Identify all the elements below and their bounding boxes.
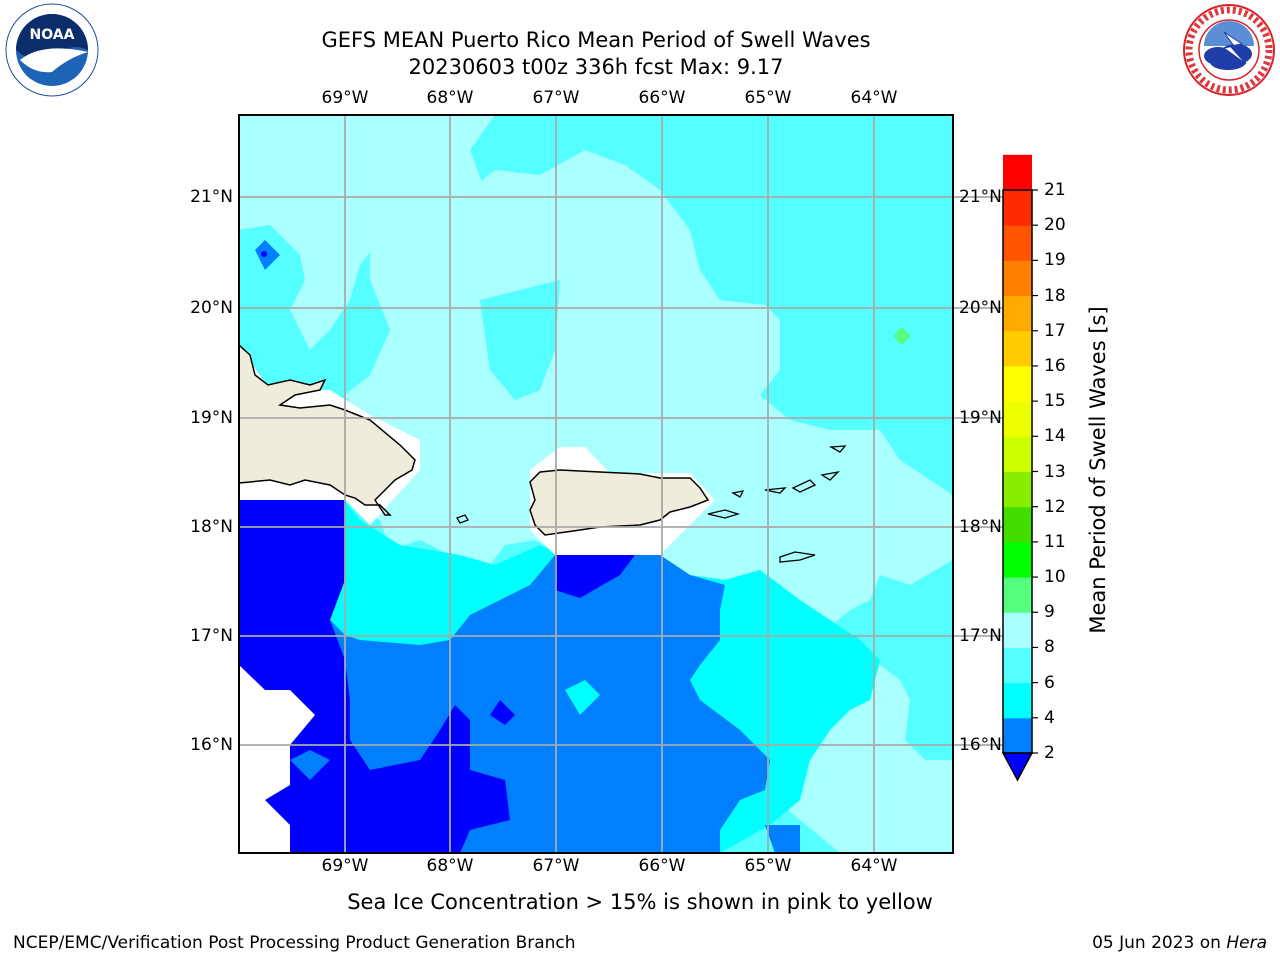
colorbar-tick-label: 13 xyxy=(1044,461,1066,482)
colorbar-segment xyxy=(1003,365,1032,402)
colorbar-segment xyxy=(1003,190,1032,226)
colorbar-tick-label: 18 xyxy=(1044,285,1066,306)
colorbar-tick-label: 12 xyxy=(1044,496,1066,517)
lon-label-top: 66°W xyxy=(638,88,686,108)
svg-text:NOAA: NOAA xyxy=(30,27,75,43)
lat-label-right: 16°N xyxy=(959,735,1002,755)
colorbar xyxy=(1001,154,1038,782)
colorbar-segment xyxy=(1003,506,1032,543)
lat-label-right: 21°N xyxy=(959,187,1002,207)
colorbar-segment xyxy=(1003,647,1032,684)
lat-label-right: 19°N xyxy=(959,408,1002,428)
colorbar-tick-label: 2 xyxy=(1044,743,1055,763)
colorbar-segment xyxy=(1003,682,1032,719)
lon-label-bottom: 69°W xyxy=(321,856,369,876)
colorbar-tick-label: 6 xyxy=(1044,672,1055,693)
colorbar-segment xyxy=(1003,471,1032,508)
colorbar-segment xyxy=(1003,295,1032,332)
footer-credit: NCEP/EMC/Verification Post Processing Pr… xyxy=(13,933,576,953)
footer-host: Hera xyxy=(1226,933,1267,953)
colorbar-segment xyxy=(1003,717,1032,754)
lat-label-left: 21°N xyxy=(190,187,233,207)
lon-label-bottom: 65°W xyxy=(744,856,792,876)
lat-label-left: 20°N xyxy=(190,298,233,318)
footer-date-text: 05 Jun 2023 on xyxy=(1092,933,1227,953)
colorbar-title: Mean Period of Swell Waves [s] xyxy=(1086,306,1110,634)
colorbar-tick-label: 19 xyxy=(1044,250,1066,271)
colorbar-tick-label: 8 xyxy=(1044,637,1055,658)
lon-label-top: 68°W xyxy=(426,88,474,108)
colorbar-segment xyxy=(1003,401,1032,437)
colorbar-segment xyxy=(1003,577,1032,613)
colorbar-tick-label: 9 xyxy=(1044,602,1055,623)
colorbar-tick-label: 20 xyxy=(1044,215,1066,236)
colorbar-segment xyxy=(1003,154,1032,191)
colorbar-tick-label: 16 xyxy=(1044,355,1066,376)
lon-label-bottom: 67°W xyxy=(532,856,580,876)
lon-label-top: 69°W xyxy=(321,88,369,108)
graticule xyxy=(239,115,1003,853)
lat-label-right: 18°N xyxy=(959,517,1002,537)
colorbar-tick-label: 14 xyxy=(1044,426,1066,447)
nws-logo xyxy=(1180,2,1278,98)
colorbar-tick-label: 17 xyxy=(1044,320,1066,341)
colorbar-extend-min xyxy=(1001,752,1034,782)
colorbar-segment xyxy=(1003,612,1032,648)
lon-label-bottom: 68°W xyxy=(426,856,474,876)
lat-label-left: 18°N xyxy=(190,517,233,537)
lat-label-left: 17°N xyxy=(190,626,233,646)
sea-ice-note: Sea Ice Concentration > 15% is shown in … xyxy=(347,890,933,914)
noaa-logo: NOAA xyxy=(2,2,102,98)
lat-label-left: 16°N xyxy=(190,735,233,755)
colorbar-segment xyxy=(1003,330,1032,367)
lon-label-bottom: 64°W xyxy=(850,856,898,876)
colorbar-segment xyxy=(1003,260,1032,297)
colorbar-segment xyxy=(1003,436,1032,472)
swell-period-field xyxy=(239,115,953,853)
lon-label-top: 64°W xyxy=(850,88,898,108)
lon-label-top: 65°W xyxy=(744,88,792,108)
hispaniola-land xyxy=(239,343,416,516)
colorbar-tick-label: 15 xyxy=(1044,391,1066,412)
colorbar-segment xyxy=(1003,541,1032,578)
map-frame xyxy=(238,114,954,854)
lat-label-right: 20°N xyxy=(959,298,1002,318)
colorbar-segment xyxy=(1003,225,1032,261)
colorbar-tick-label: 4 xyxy=(1044,707,1055,728)
lat-label-right: 17°N xyxy=(959,626,1002,646)
colorbar-tick-label: 11 xyxy=(1044,531,1066,552)
lat-label-left: 19°N xyxy=(190,408,233,428)
map-subtitle: 20230603 t00z 336h fcst Max: 9.17 xyxy=(408,55,784,79)
colorbar-tick-label: 21 xyxy=(1044,180,1066,200)
footer-date: 05 Jun 2023 on Hera xyxy=(1092,933,1267,953)
lon-label-top: 67°W xyxy=(532,88,580,108)
lon-label-bottom: 66°W xyxy=(638,856,686,876)
colorbar-tick-label: 10 xyxy=(1044,567,1066,588)
map-title: GEFS MEAN Puerto Rico Mean Period of Swe… xyxy=(321,28,871,52)
